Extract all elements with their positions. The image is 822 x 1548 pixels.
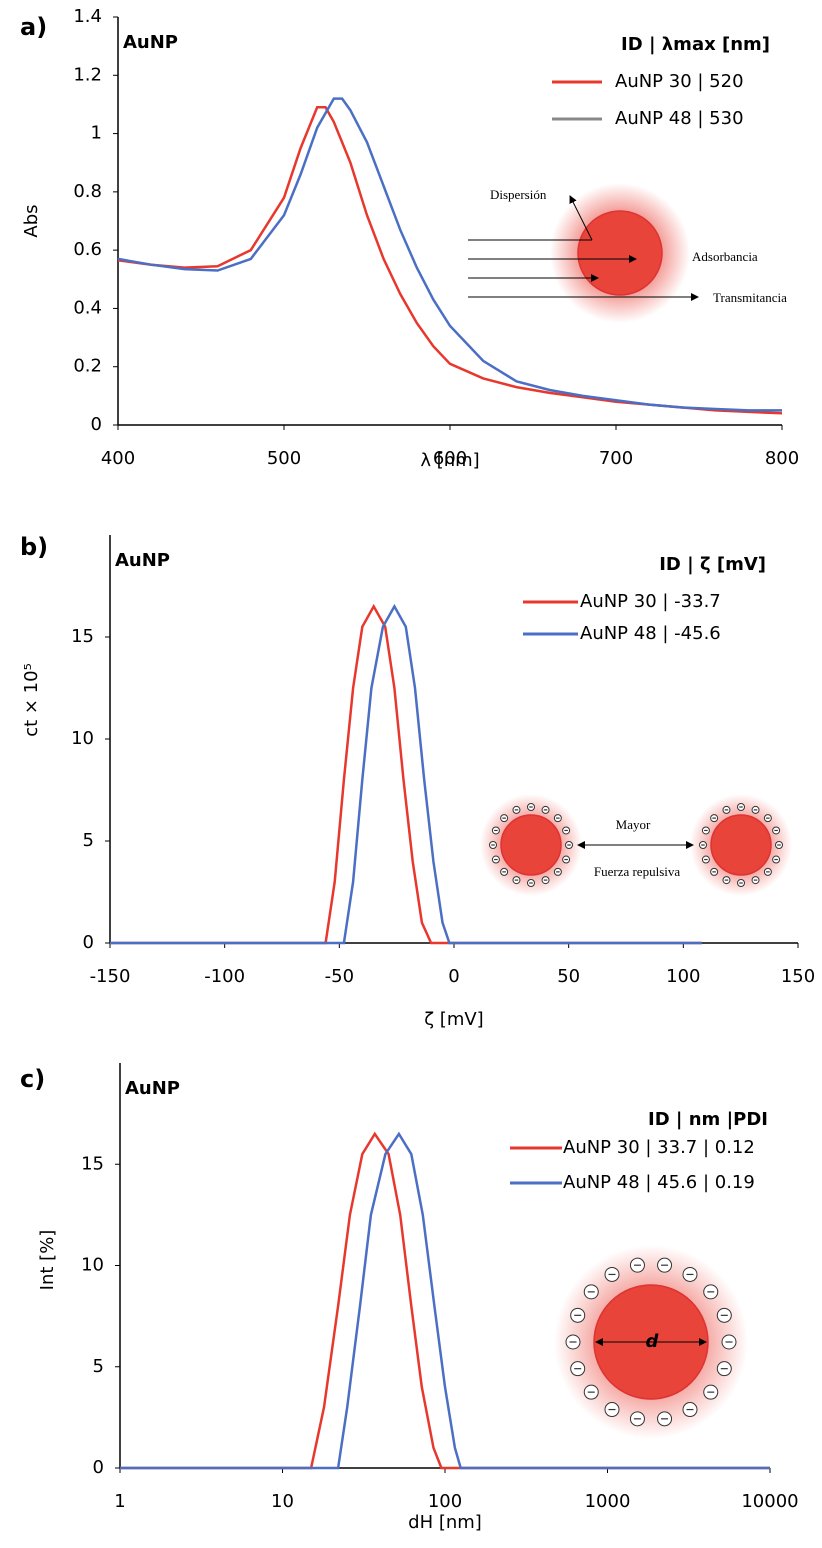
y-tick-label: 0.8 [73,181,102,202]
x-axis-label: dH [nm] [408,1512,482,1533]
x-tick-label: -150 [90,966,131,987]
x-tick-label: 100 [428,1491,462,1512]
legend-label: AuNP 48 | -45.6 [580,623,721,644]
illustration-label: Transmitancia [713,290,787,305]
illustration-label: Adsorbancia [692,249,758,264]
x-tick-label: 0 [448,966,459,987]
y-tick-label: 0.4 [73,297,102,318]
panel-label: a) [20,13,47,41]
illustration-label: d [646,1331,660,1352]
series-line [110,603,702,945]
series-line [117,97,782,412]
y-tick-label: 5 [83,830,94,851]
illustration-label: Fuerza repulsiva [594,864,681,879]
x-tick-label: 700 [599,448,633,469]
annotation: AuNP [123,32,178,53]
series-line [120,1131,770,1470]
x-axis-label: ζ [mV] [424,1009,483,1030]
legend-title: ID | ζ [mV] [659,554,766,575]
series-line [110,603,702,945]
panel-label: c) [20,1065,45,1093]
legend-label: AuNP 48 | 45.6 | 0.19 [563,1172,755,1193]
panel: 0 0.2 0.4 0.6 0.8 1 1.2 1.4 400 500 600 700 800 λ [nm… [20,6,799,471]
particle [500,814,562,876]
x-tick-label: 50 [557,966,580,987]
y-tick-label: 5 [93,1356,104,1377]
x-tick-label: 800 [765,448,799,469]
legend-label: AuNP 48 | 530 [615,108,744,129]
y-tick-label: 1.4 [73,6,102,27]
x-tick-label: 1 [114,1491,125,1512]
y-tick-label: 1.2 [73,64,102,85]
x-tick-label: 1000 [585,1491,631,1512]
x-tick-label: 10 [271,1491,294,1512]
x-tick-label: 150 [781,966,815,987]
legend-label: AuNP 30 | 520 [615,71,744,92]
y-tick-label: 0 [83,932,94,953]
y-tick-label: 15 [71,626,94,647]
y-tick-label: 15 [81,1153,104,1174]
illustration-a: Dispersión Adsorbancia Transmitancia [468,183,787,323]
panel-label: b) [20,533,48,561]
y-tick-label: 0.6 [73,239,102,260]
illustration-b: Mayor Fuerza repulsiva [480,794,792,896]
y-axis-label: Int [%] [37,1230,58,1291]
legend-title: ID | nm |PDI [648,1109,768,1130]
illustration-label: Mayor [616,817,651,832]
y-axis-label: Abs [21,204,42,237]
particle [710,814,772,876]
y-tick-label: 0 [93,1457,104,1478]
y-tick-label: 0.2 [73,356,102,377]
y-tick-label: 10 [71,728,94,749]
panel: 0 5 10 15 -150 -100 -50 0 50 100 150 ζ [mV] ct × 10⁵… [20,533,815,1030]
x-axis-label: λ [nm] [420,450,479,471]
x-tick-label: 600 [433,448,467,469]
x-tick-label: 500 [267,448,301,469]
series-line [120,1131,770,1470]
illustration-c: d [554,1245,748,1439]
legend-label: AuNP 30 | -33.7 [580,591,721,612]
illustration-label: Dispersión [490,187,547,202]
annotation: AuNP [125,1078,180,1099]
y-axis-label: ct × 10⁵ [21,663,42,737]
legend-title: ID | λmax [nm] [621,34,770,55]
y-tick-label: 0 [91,414,102,435]
x-tick-label: 100 [666,966,700,987]
legend-label: AuNP 30 | 33.7 | 0.12 [563,1137,755,1158]
panel: 0 5 10 15 1 10 100 1000 10000 dH [nm] Int [%] c) AuN… [20,1063,799,1533]
x-tick-label: -50 [325,966,354,987]
annotation: AuNP [115,550,170,571]
x-tick-label: 10000 [741,1491,798,1512]
x-tick-label: -100 [204,966,245,987]
y-tick-label: 1 [91,123,102,144]
y-tick-label: 10 [81,1255,104,1276]
x-tick-label: 400 [101,448,135,469]
